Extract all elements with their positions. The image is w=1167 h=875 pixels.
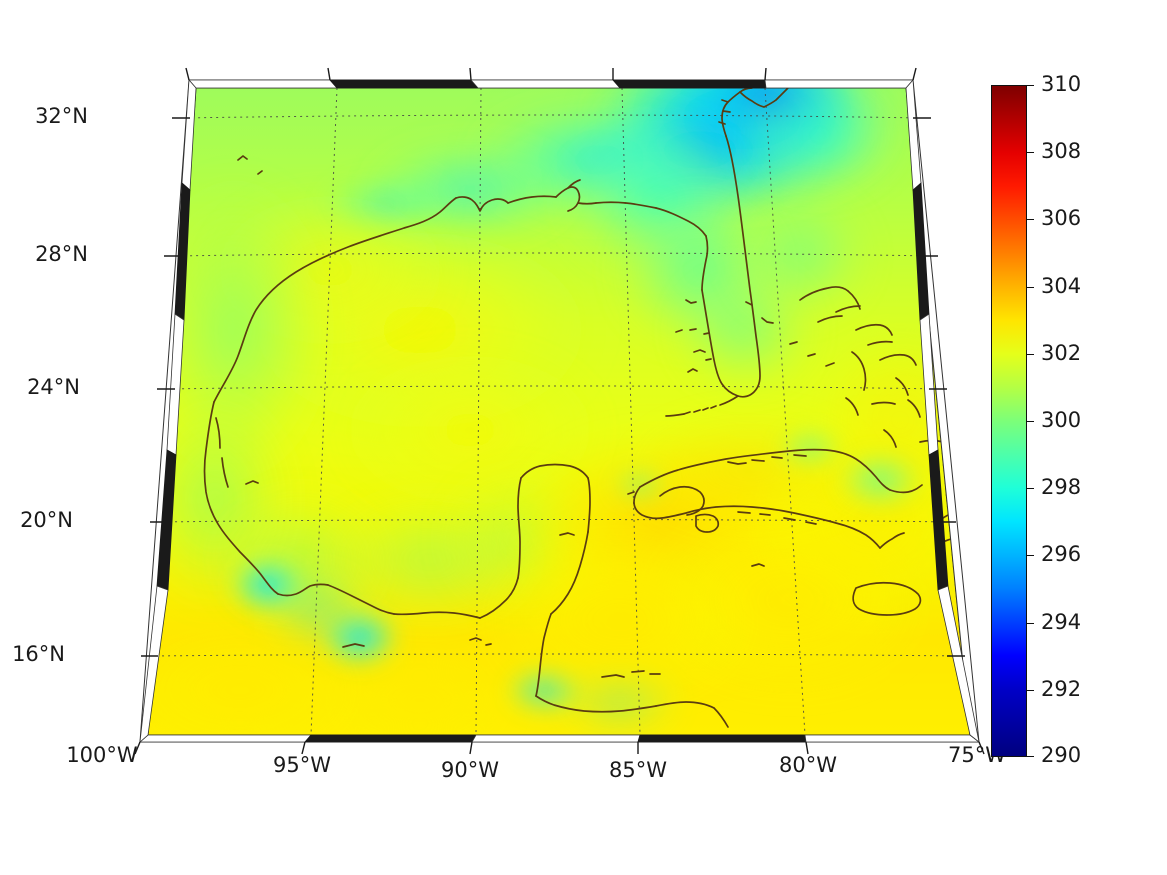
lat-tick-label-20n: 20°N: [20, 508, 73, 532]
lat-tick-label-24n: 24°N: [27, 375, 80, 399]
colorbar-tick-302: [1027, 354, 1034, 355]
lat-tick-label-32n: 32°N: [35, 104, 88, 128]
map-frame-bottom: [138, 734, 981, 743]
lat-tick-label-16n: 16°N: [12, 642, 65, 666]
colorbar-tick-306: [1027, 219, 1034, 220]
colorbar-tick-308: [1027, 152, 1034, 153]
colorbar-label-298: 298: [1041, 475, 1082, 499]
colorbar-label-294: 294: [1041, 610, 1082, 634]
colorbar[interactable]: 310 308 306 304 302 300 298 296 294 292 …: [991, 74, 1161, 766]
map-tick-marks: [134, 67, 985, 755]
colorbar-tick-292: [1027, 690, 1034, 691]
colorbar-tick-290: [1027, 756, 1034, 757]
coastlines: [203, 88, 970, 728]
lon-tick-label-100w: 100°W: [66, 743, 138, 767]
lon-tick-label-90w: 90°W: [441, 758, 499, 782]
colorbar-gradient: [991, 85, 1027, 757]
map-frame-right: [905, 79, 980, 743]
map-frame-top: [188, 79, 914, 89]
colorbar-label-304: 304: [1041, 274, 1082, 298]
colorbar-tick-298: [1027, 488, 1034, 489]
colorbar-label-308: 308: [1041, 139, 1082, 163]
lon-tick-label-80w: 80°W: [779, 753, 837, 777]
colorbar-label-290: 290: [1041, 743, 1082, 767]
colorbar-tick-296: [1027, 555, 1034, 556]
colorbar-label-300: 300: [1041, 408, 1082, 432]
colorbar-tick-300: [1027, 421, 1034, 422]
colorbar-label-306: 306: [1041, 206, 1082, 230]
colorbar-label-302: 302: [1041, 341, 1082, 365]
colorbar-tick-304: [1027, 287, 1034, 288]
lon-tick-label-95w: 95°W: [273, 753, 331, 777]
colorbar-label-310: 310: [1041, 72, 1082, 96]
colorbar-label-296: 296: [1041, 542, 1082, 566]
colorbar-label-292: 292: [1041, 677, 1082, 701]
map-frame-left: [139, 79, 197, 743]
temperature-field: [148, 88, 970, 735]
lon-tick-label-85w: 85°W: [609, 758, 667, 782]
colorbar-tick-294: [1027, 623, 1034, 624]
colorbar-tick-310: [1027, 85, 1034, 86]
lat-tick-label-28n: 28°N: [35, 242, 88, 266]
